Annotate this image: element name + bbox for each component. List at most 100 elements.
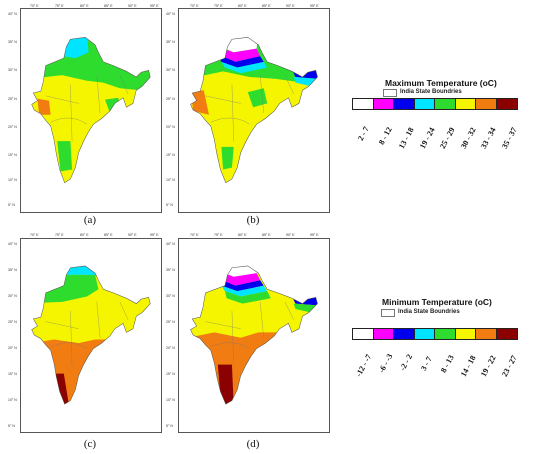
legend-max-swatch [496,99,517,109]
state-boundary-swatch [383,89,397,97]
caption-d: (d) [246,438,260,450]
x-tick: 85° E [104,4,113,8]
x-tick: 70° E [30,233,39,237]
y-tick: 40° N [8,12,17,16]
legend-max-class-label: 8 - 12 [377,125,394,147]
y-tick: 40° N [166,242,175,246]
y-tick: 10° N [8,398,17,402]
x-tick: 90° E [286,4,295,8]
legend-min-swatch [353,329,374,339]
x-tick: 75° E [214,4,223,8]
y-tick: 20° N [8,125,17,129]
y-tick: 25° N [8,97,17,101]
map-panel-c [20,238,162,433]
x-tick: 95° E [310,233,319,237]
india-map-d [190,265,318,405]
legend-min-class-label: 3 - 7 [419,355,434,373]
x-tick: 85° E [262,233,271,237]
legend-max-swatch [414,99,435,109]
legend-max-swatch [435,99,456,109]
legend-min-swatch [435,329,456,339]
x-tick: 70° E [30,4,39,8]
x-tick: 70° E [190,4,199,8]
legend-max-swatch [394,99,415,109]
caption-c: (c) [83,438,97,450]
legend-max-swatch [476,99,497,109]
legend-min-swatch [455,329,476,339]
x-tick: 95° E [150,4,159,8]
legend-min-class-label: 23 - 27 [500,353,519,379]
y-tick: 25° N [166,320,175,324]
y-tick: 30° N [8,68,17,72]
legend-max-class-label: 19 - 24 [418,125,437,151]
legend-max-colorbar [352,98,518,110]
y-tick: 15° N [8,153,17,157]
legend-max-class-label: 25 - 29 [438,125,457,151]
x-tick: 70° E [190,233,199,237]
y-tick: 35° N [8,268,17,272]
legend-max-class-label: 30 - 32 [459,125,478,151]
legend-min-class-label: 14 - 18 [459,353,478,379]
x-tick: 75° E [55,4,64,8]
y-tick: 30° N [166,68,175,72]
legend-max-class-label: 35 - 37 [500,125,519,151]
x-tick: 95° E [150,233,159,237]
x-tick: 75° E [214,233,223,237]
y-tick: 20° N [166,125,175,129]
legend-max-boundary-label: India State Boundries [400,89,462,95]
legend-min-class-label: -2 - 2 [398,352,415,373]
y-tick: 15° N [166,372,175,376]
legend-max-class-label: 13 - 18 [397,125,416,151]
legend-max-swatch [373,99,394,109]
legend-min-swatch [476,329,497,339]
legend-min-class-label: -6 - -3 [377,352,395,375]
india-map-a [31,36,151,184]
y-tick: 5° N [8,203,15,207]
legend-max-swatch [353,99,374,109]
caption-a: (a) [83,214,97,226]
legend-max-class-label: 33 - 34 [479,125,498,151]
state-boundary-swatch [381,309,395,317]
y-tick: 40° N [166,12,175,16]
y-tick: 25° N [166,97,175,101]
map-panel-b [178,8,330,213]
y-tick: 10° N [8,178,17,182]
y-tick: 35° N [166,268,175,272]
legend-min-title: Minimum Temperature (oC) [382,297,492,307]
legend-min-class-label: 8 - 13 [439,353,456,375]
x-tick: 85° E [104,233,113,237]
x-tick: 80° E [238,233,247,237]
y-tick: 30° N [166,294,175,298]
map-panel-a [20,8,162,213]
legend-min-colorbar [352,328,518,340]
y-tick: 15° N [166,153,175,157]
y-tick: 35° N [8,40,17,44]
y-tick: 5° N [166,203,173,207]
legend-min-swatch [414,329,435,339]
y-tick: 10° N [166,398,175,402]
x-tick: 90° E [286,233,295,237]
y-tick: 5° N [8,424,15,428]
x-tick: 95° E [310,4,319,8]
x-tick: 90° E [128,4,137,8]
legend-min-swatch [394,329,415,339]
x-tick: 85° E [262,4,271,8]
legend-max-class-label: 2 - 7 [356,125,371,143]
legend-max-swatch [455,99,476,109]
legend-max-title: Maximum Temperature (oC) [385,78,497,88]
india-map-b [189,36,319,184]
x-tick: 80° E [238,4,247,8]
y-tick: 15° N [8,372,17,376]
y-tick: 40° N [8,242,17,246]
legend-min-swatch [496,329,517,339]
map-panel-d [178,238,330,433]
x-tick: 80° E [80,4,89,8]
legend-min-class-label: -12 - -7 [354,352,374,379]
x-tick: 75° E [55,233,64,237]
y-tick: 35° N [166,40,175,44]
india-map-c [31,265,151,405]
y-tick: 20° N [8,346,17,350]
legend-min-class-label: 19 - 22 [479,353,498,379]
y-tick: 10° N [166,178,175,182]
legend-min-swatch [373,329,394,339]
